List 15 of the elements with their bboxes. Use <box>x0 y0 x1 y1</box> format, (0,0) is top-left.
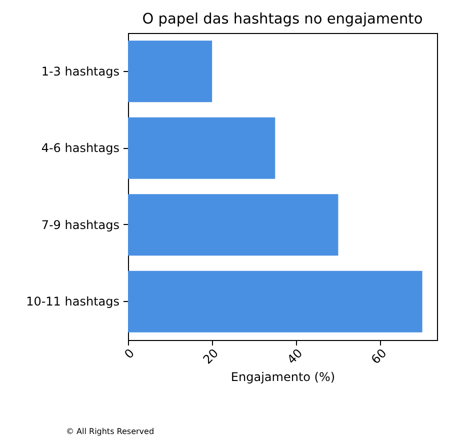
y-tick-label: 7-9 hashtags <box>41 218 120 232</box>
x-tick-label: 40 <box>284 346 306 367</box>
bar <box>128 194 338 256</box>
bar <box>128 40 212 102</box>
y-tick-label: 10-11 hashtags <box>26 294 120 309</box>
x-tick-label: 60 <box>368 346 390 367</box>
bar <box>128 117 276 179</box>
bar <box>128 270 422 332</box>
x-axis-title: Engajamento (%) <box>230 370 336 384</box>
text: © All Rights Reserved <box>66 427 154 436</box>
y-tick-label: 1-3 hashtags <box>41 64 120 78</box>
y-tick-label: 4-6 hashtags <box>41 141 120 156</box>
x-tick-label: 0 <box>122 346 137 362</box>
chart-title: O papel das hashtags no engajamento <box>142 12 423 28</box>
x-tick-label: 20 <box>200 346 222 367</box>
